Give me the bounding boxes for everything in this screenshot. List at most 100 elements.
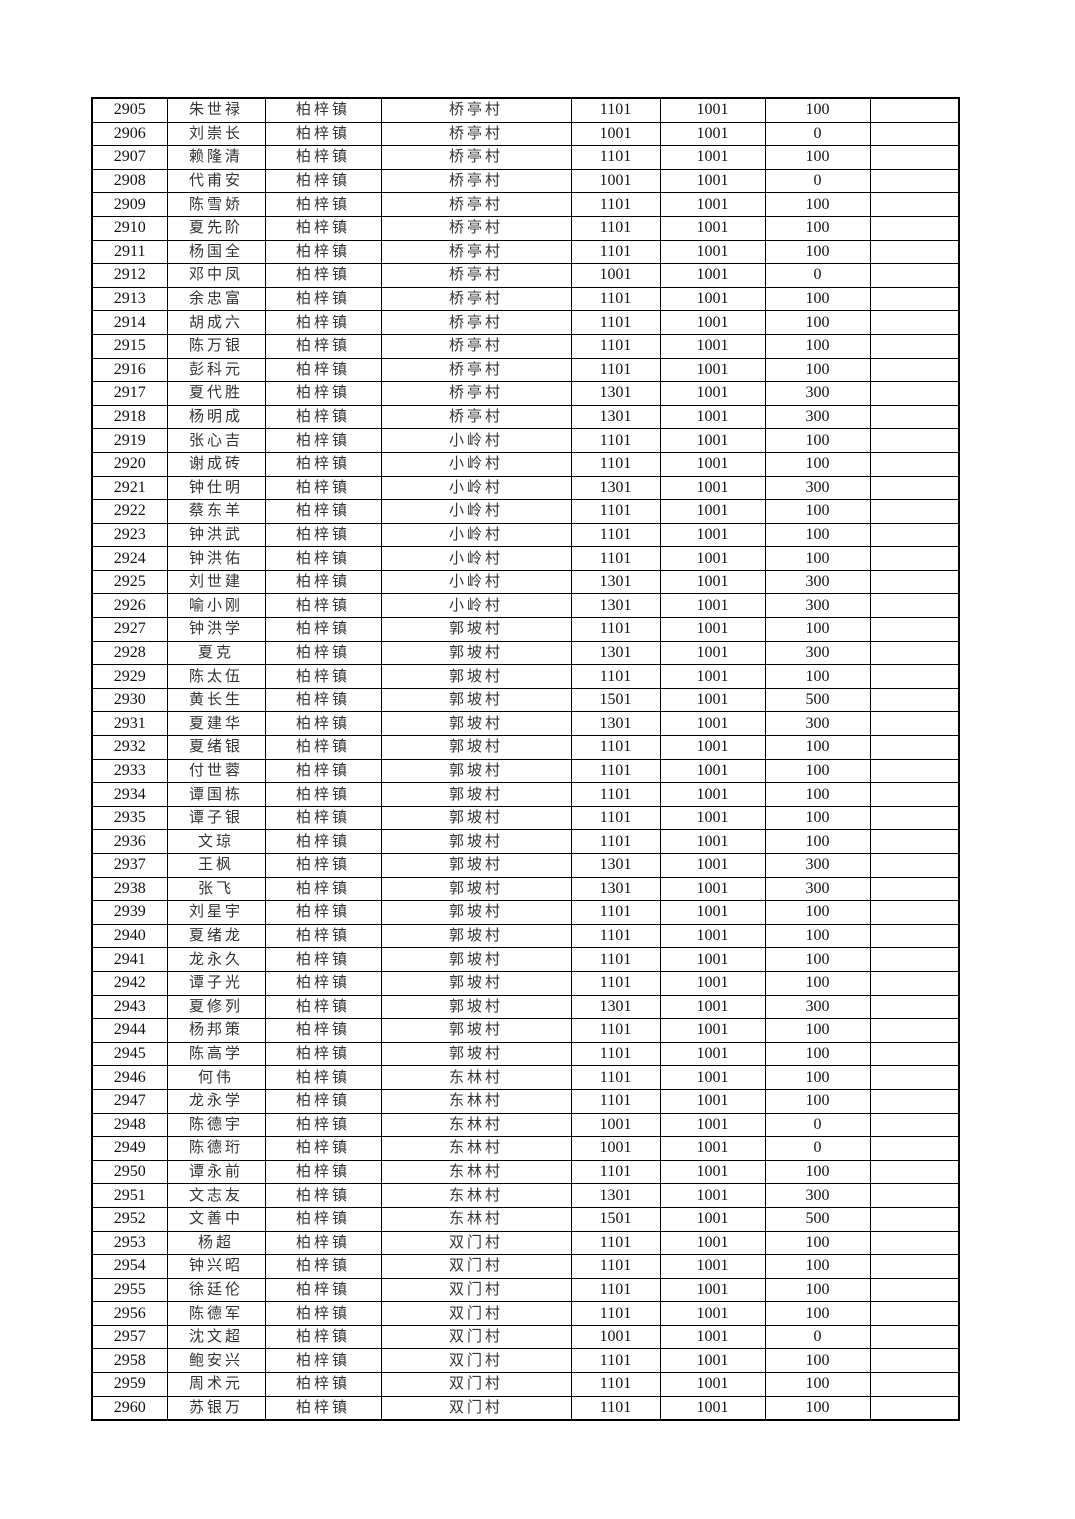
table-row: 2956 陈德军 柏梓镇 双门村 1101 1001 100 bbox=[91, 1301, 960, 1326]
code-cell: 1001 bbox=[570, 1136, 661, 1161]
code2-cell: 1001 bbox=[659, 1112, 766, 1138]
data-table: 2905 朱世禄 柏梓镇 桥亭村 1101 1001 100 2906 刘崇长 柏梓镇 桥亭村 100… bbox=[91, 97, 960, 1422]
code2-cell: 1001 bbox=[659, 192, 766, 217]
village-cell: 郭坡村 bbox=[380, 735, 572, 760]
amount-cell: 0 bbox=[764, 168, 871, 194]
code-cell: 1101 bbox=[570, 1348, 661, 1374]
village-cell: 东林村 bbox=[380, 1136, 572, 1161]
village-cell: 小岭村 bbox=[380, 428, 572, 453]
amount-cell: 100 bbox=[764, 546, 871, 571]
code-cell: 1101 bbox=[570, 1159, 661, 1185]
code-cell: 1101 bbox=[570, 1301, 661, 1326]
name-cell: 付世蓉 bbox=[166, 758, 266, 784]
table-row: 2918 杨明成 柏梓镇 桥亭村 1301 1001 300 bbox=[91, 404, 960, 430]
remark-cell bbox=[869, 994, 960, 1020]
row-number: 2912 bbox=[91, 263, 168, 288]
code2-cell: 1001 bbox=[659, 640, 766, 666]
row-number: 2949 bbox=[91, 1136, 168, 1161]
town-cell: 柏梓镇 bbox=[264, 640, 382, 666]
code2-cell: 1001 bbox=[659, 1372, 766, 1397]
amount-cell: 100 bbox=[764, 333, 871, 359]
village-cell: 郭坡村 bbox=[380, 876, 572, 902]
amount-cell: 100 bbox=[764, 499, 871, 524]
remark-cell bbox=[869, 640, 960, 666]
name-cell: 陈德珩 bbox=[166, 1136, 266, 1161]
name-cell: 夏克 bbox=[166, 640, 266, 666]
row-number: 2927 bbox=[91, 617, 168, 642]
table-row: 2948 陈德宇 柏梓镇 东林村 1001 1001 0 bbox=[91, 1112, 960, 1138]
row-number: 2923 bbox=[91, 522, 168, 548]
table-row: 2926 喻小刚 柏梓镇 小岭村 1301 1001 300 bbox=[91, 593, 960, 619]
table-row: 2955 徐廷伦 柏梓镇 双门村 1101 1001 100 bbox=[91, 1277, 960, 1303]
remark-cell bbox=[869, 357, 960, 383]
table-row: 2952 文善中 柏梓镇 东林村 1501 1001 500 bbox=[91, 1206, 960, 1232]
code2-cell: 1001 bbox=[659, 310, 766, 335]
town-cell: 柏梓镇 bbox=[264, 1041, 382, 1067]
town-cell: 柏梓镇 bbox=[264, 404, 382, 430]
table-row: 2913 余忠富 柏梓镇 桥亭村 1101 1001 100 bbox=[91, 286, 960, 312]
village-cell: 东林村 bbox=[380, 1112, 572, 1138]
name-cell: 杨超 bbox=[166, 1230, 266, 1256]
remark-cell bbox=[869, 1324, 960, 1350]
code-cell: 1101 bbox=[570, 1230, 661, 1256]
table-row: 2916 彭科元 柏梓镇 桥亭村 1101 1001 100 bbox=[91, 357, 960, 383]
remark-cell bbox=[869, 1230, 960, 1256]
remark-cell bbox=[869, 1112, 960, 1138]
code-cell: 1101 bbox=[570, 499, 661, 524]
amount-cell: 300 bbox=[764, 404, 871, 430]
name-cell: 钟洪武 bbox=[166, 522, 266, 548]
town-cell: 柏梓镇 bbox=[264, 664, 382, 689]
remark-cell bbox=[869, 97, 960, 123]
amount-cell: 100 bbox=[764, 805, 871, 831]
code2-cell: 1001 bbox=[659, 1136, 766, 1161]
code2-cell: 1001 bbox=[659, 215, 766, 241]
code2-cell: 1001 bbox=[659, 1041, 766, 1067]
table-row: 2934 谭国栋 柏梓镇 郭坡村 1101 1001 100 bbox=[91, 782, 960, 807]
village-cell: 东林村 bbox=[380, 1183, 572, 1208]
remark-cell bbox=[869, 239, 960, 265]
name-cell: 钟兴昭 bbox=[166, 1254, 266, 1279]
town-cell: 柏梓镇 bbox=[264, 428, 382, 453]
row-number: 2942 bbox=[91, 970, 168, 996]
remark-cell bbox=[869, 829, 960, 854]
name-cell: 邓中凤 bbox=[166, 263, 266, 288]
code2-cell: 1001 bbox=[659, 145, 766, 170]
table-row: 2932 夏绪银 柏梓镇 郭坡村 1101 1001 100 bbox=[91, 735, 960, 760]
code-cell: 1101 bbox=[570, 1277, 661, 1303]
row-number: 2943 bbox=[91, 994, 168, 1020]
remark-cell bbox=[869, 1348, 960, 1374]
village-cell: 小岭村 bbox=[380, 546, 572, 571]
town-cell: 柏梓镇 bbox=[264, 286, 382, 312]
table-body: 2905 朱世禄 柏梓镇 桥亭村 1101 1001 100 2906 刘崇长 柏梓镇 桥亭村 100… bbox=[91, 97, 960, 1421]
code2-cell: 1001 bbox=[659, 428, 766, 453]
row-number: 2936 bbox=[91, 829, 168, 854]
row-number: 2948 bbox=[91, 1112, 168, 1138]
remark-cell bbox=[869, 121, 960, 147]
village-cell: 东林村 bbox=[380, 1159, 572, 1185]
row-number: 2922 bbox=[91, 499, 168, 524]
code-cell: 1101 bbox=[570, 970, 661, 996]
remark-cell bbox=[869, 569, 960, 595]
name-cell: 徐廷伦 bbox=[166, 1277, 266, 1303]
name-cell: 张心吉 bbox=[166, 428, 266, 453]
remark-cell bbox=[869, 263, 960, 288]
row-number: 2953 bbox=[91, 1230, 168, 1256]
remark-cell bbox=[869, 923, 960, 949]
village-cell: 郭坡村 bbox=[380, 829, 572, 854]
name-cell: 蔡东羊 bbox=[166, 499, 266, 524]
code2-cell: 1001 bbox=[659, 475, 766, 501]
name-cell: 胡成六 bbox=[166, 310, 266, 335]
table-row: 2917 夏代胜 柏梓镇 桥亭村 1301 1001 300 bbox=[91, 381, 960, 406]
amount-cell: 100 bbox=[764, 1159, 871, 1185]
table-row: 2945 陈高学 柏梓镇 郭坡村 1101 1001 100 bbox=[91, 1041, 960, 1067]
remark-cell bbox=[869, 782, 960, 807]
table-row: 2928 夏克 柏梓镇 郭坡村 1301 1001 300 bbox=[91, 640, 960, 666]
name-cell: 文善中 bbox=[166, 1206, 266, 1232]
town-cell: 柏梓镇 bbox=[264, 1018, 382, 1043]
remark-cell bbox=[869, 853, 960, 878]
amount-cell: 100 bbox=[764, 758, 871, 784]
town-cell: 柏梓镇 bbox=[264, 970, 382, 996]
code-cell: 1101 bbox=[570, 1372, 661, 1397]
row-number: 2954 bbox=[91, 1254, 168, 1279]
remark-cell bbox=[869, 145, 960, 170]
